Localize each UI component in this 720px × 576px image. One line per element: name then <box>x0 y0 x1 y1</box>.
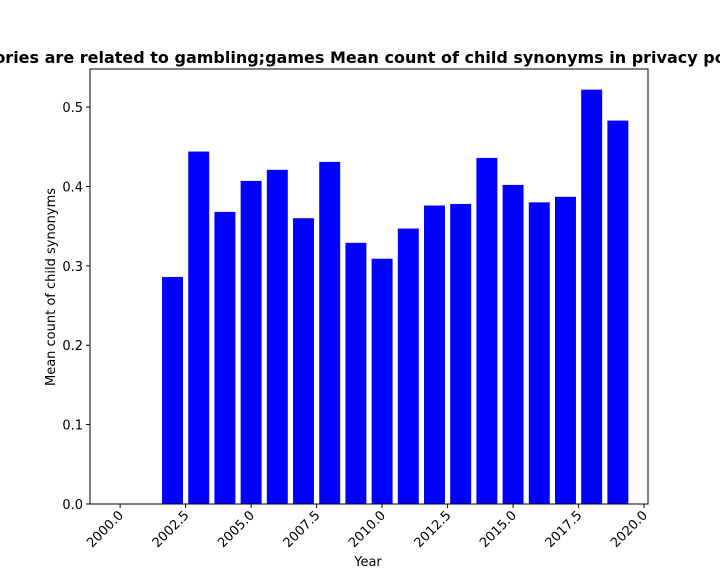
x-tick-label: 2020.0 <box>608 508 651 551</box>
bar-2012 <box>424 205 445 505</box>
chart-title: ories are related to gambling;games Mean… <box>0 48 720 67</box>
x-tick-label: 2012.5 <box>412 508 455 551</box>
bar-2010 <box>371 258 393 504</box>
y-tick-label: 0.5 <box>62 101 83 116</box>
bar-2017 <box>555 196 576 505</box>
x-axis-label: Year <box>353 555 382 570</box>
bar-2015 <box>502 184 524 504</box>
plot-frame <box>89 68 649 505</box>
bar-2009 <box>345 242 367 504</box>
y-tick-label: 0.1 <box>62 419 83 434</box>
bar-2006 <box>266 169 288 504</box>
bars-group <box>162 89 629 505</box>
x-tick-label: 2007.5 <box>281 508 324 551</box>
x-tick-label: 2017.5 <box>543 508 586 551</box>
x-axis-ticks: 2000.0 2002.5 2005.0 2007.5 2010.0 2012.5 2015… <box>84 504 651 551</box>
y-axis-ticks: 0.0 0.1 0.2 0.3 0.4 0.5 <box>62 101 90 513</box>
bar-2013 <box>450 203 472 504</box>
bar-2011 <box>397 228 419 504</box>
y-axis-label: Mean count of child synonyms <box>44 188 59 386</box>
bar-2014 <box>476 157 498 505</box>
y-tick-label: 0.3 <box>62 260 83 275</box>
x-tick-label: 2000.0 <box>84 508 127 551</box>
bar-2019 <box>607 120 629 505</box>
bar-2018 <box>581 89 603 505</box>
x-tick-label: 2005.0 <box>215 508 258 551</box>
x-tick-label: 2015.0 <box>477 508 520 551</box>
bar-2016 <box>528 202 550 504</box>
bar-2005 <box>240 180 262 505</box>
x-tick-label: 2010.0 <box>346 508 389 551</box>
y-tick-label: 0.0 <box>62 498 83 513</box>
bar-2002 <box>162 276 183 504</box>
bar-2003 <box>188 151 210 504</box>
bar-2008 <box>319 161 341 504</box>
y-tick-label: 0.4 <box>62 180 83 195</box>
bar-2007 <box>293 218 314 504</box>
y-tick-label: 0.2 <box>62 339 83 354</box>
bar-2004 <box>214 211 236 504</box>
x-tick-label: 2002.5 <box>150 508 193 551</box>
